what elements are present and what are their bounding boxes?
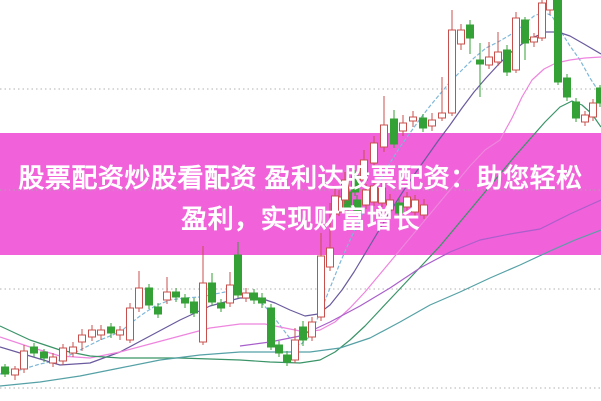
candle-body	[258, 297, 266, 304]
candle-body	[530, 36, 538, 43]
candle-body	[589, 102, 597, 118]
candle-body	[395, 202, 403, 214]
candle-body	[135, 287, 143, 309]
candle-body	[267, 307, 275, 348]
candle-body	[1, 366, 9, 375]
candle-body	[107, 326, 115, 334]
candle-body	[190, 301, 198, 314]
candle-body	[78, 334, 86, 343]
candle-body	[428, 119, 436, 127]
candle-body	[299, 326, 307, 341]
candle-body	[370, 142, 378, 164]
candle-body	[581, 114, 589, 123]
candle-body	[126, 307, 134, 341]
candle-body	[563, 77, 571, 98]
candle-body	[466, 24, 474, 39]
candle-body	[326, 247, 334, 268]
candle-body	[341, 179, 349, 201]
candle-body	[331, 195, 339, 215]
ma-slow-green	[0, 100, 601, 364]
candle-body	[554, 0, 562, 83]
candle-body	[317, 255, 325, 318]
candle-body	[360, 159, 368, 181]
candle-body	[362, 189, 370, 206]
candle-body	[521, 19, 529, 44]
candle-body	[494, 51, 502, 63]
candle-body	[380, 124, 388, 148]
candle-body	[596, 87, 601, 104]
candle-body	[242, 292, 250, 299]
candle-body	[370, 185, 378, 203]
candle-body	[378, 187, 386, 204]
candle-body	[476, 59, 484, 65]
candle-body	[403, 196, 411, 208]
candle-body	[420, 204, 428, 216]
candle-body	[438, 112, 446, 119]
candle-body	[283, 354, 291, 363]
candle-body	[181, 297, 189, 304]
candle-body	[512, 17, 520, 71]
candle-body	[11, 368, 19, 376]
ma-long-teal	[0, 229, 601, 387]
promo-banner	[0, 133, 601, 255]
candle-body	[69, 346, 77, 354]
candle-body	[49, 356, 57, 364]
ma-mid-purple	[0, 31, 601, 366]
candle-body	[538, 2, 546, 39]
candle-body	[30, 346, 38, 354]
ma-mid-pink	[0, 56, 601, 359]
candle-body	[546, 0, 554, 11]
candle-body	[399, 122, 407, 132]
candle-body	[116, 329, 124, 336]
candle-body	[145, 287, 153, 306]
candle-body	[20, 350, 28, 370]
candle-body	[40, 351, 48, 359]
banner-title-line1: 股票配资炒股看配资 盈利达股票配资：助您轻松	[18, 163, 583, 193]
candle-body	[154, 306, 162, 315]
candle-body	[353, 199, 361, 213]
banner-title: 股票配资炒股看配资 盈利达股票配资：助您轻松 盈利，实现财富增长	[0, 133, 601, 255]
candle-body	[59, 347, 67, 362]
candle-body	[226, 284, 234, 304]
candle-body	[217, 302, 225, 309]
candle-body	[411, 199, 419, 213]
candle-body	[572, 101, 580, 119]
candle-body	[291, 339, 299, 361]
candle-body	[208, 282, 216, 303]
candle-body	[457, 29, 465, 45]
candle-body	[199, 282, 207, 343]
candle-body	[351, 175, 359, 193]
candle-body	[172, 291, 180, 298]
candle-body	[250, 292, 258, 301]
candle-body	[97, 329, 105, 336]
candle-body	[409, 116, 417, 122]
banner-title-line2: 盈利，实现财富增长	[181, 204, 420, 234]
candle-body	[163, 291, 171, 301]
candle-body	[308, 321, 316, 338]
candle-body	[485, 56, 493, 66]
candle-body	[234, 254, 242, 296]
candle-body	[88, 329, 96, 338]
candle-body	[275, 344, 283, 354]
candle-body	[419, 117, 427, 129]
candle-body	[390, 118, 398, 145]
candle-body	[386, 199, 394, 211]
candle-body	[448, 29, 456, 114]
candle-body	[503, 49, 511, 73]
